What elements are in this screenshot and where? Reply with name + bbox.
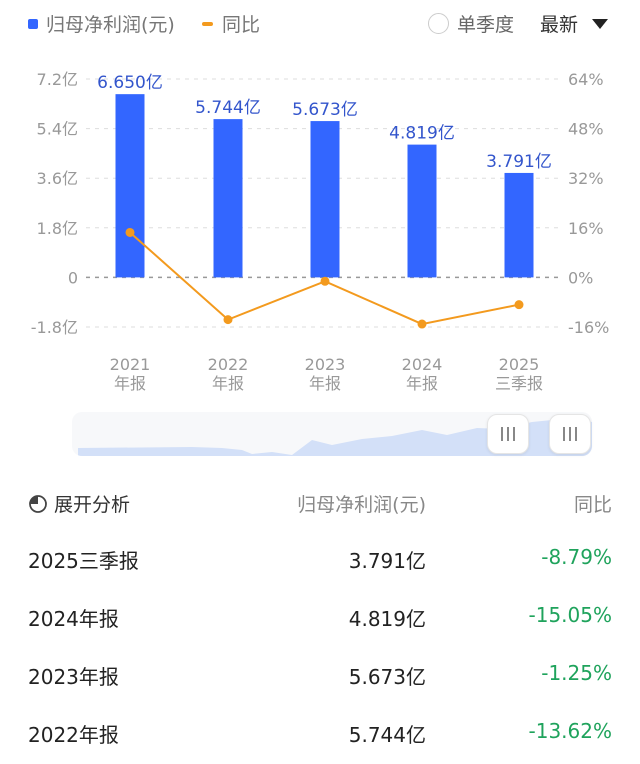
bar[interactable] xyxy=(115,94,145,278)
row-period: 2025三季报 xyxy=(28,549,139,573)
table-row[interactable]: 2022年报 5.744亿 -13.62% xyxy=(0,705,640,763)
x-axis-tick-period: 年报 xyxy=(114,374,146,393)
bar-value-label: 3.791亿 xyxy=(486,152,552,172)
bar-value-label: 6.650亿 xyxy=(97,73,163,93)
slider-left-handle[interactable] xyxy=(487,414,529,454)
bar-value-label: 4.819亿 xyxy=(389,124,455,144)
x-axis-tick-year: 2025 xyxy=(499,355,540,374)
x-axis-tick-period: 三季报 xyxy=(495,374,543,393)
bar-value-label: 5.744亿 xyxy=(195,98,261,118)
grip-icon xyxy=(563,427,577,441)
row-value: 3.791亿 xyxy=(348,549,426,573)
table-row[interactable]: 2024年报 4.819亿 -15.05% xyxy=(0,589,640,647)
yoy-point[interactable] xyxy=(223,315,233,325)
bar[interactable] xyxy=(407,144,437,278)
row-period: 2024年报 xyxy=(28,607,119,631)
table-header: 展开分析 归母净利润(元) 同比 xyxy=(0,486,640,522)
bar-swatch-icon xyxy=(28,18,38,29)
row-yoy: -15.05% xyxy=(528,603,612,627)
bar[interactable] xyxy=(504,172,534,278)
legend-yoy-label: 同比 xyxy=(222,14,261,36)
x-axis-tick-year: 2021 xyxy=(110,355,151,374)
period-dropdown[interactable]: 最新 xyxy=(540,10,609,37)
left-axis-tick: 0 xyxy=(68,268,78,287)
line-swatch-icon xyxy=(202,21,213,26)
column-header-yoy: 同比 xyxy=(573,494,612,516)
period-dropdown-value: 最新 xyxy=(540,14,579,36)
row-value: 4.819亿 xyxy=(348,607,426,631)
yoy-point[interactable] xyxy=(320,276,330,286)
row-yoy: -13.62% xyxy=(528,719,612,743)
x-axis-tick-period: 年报 xyxy=(309,374,341,393)
left-axis-tick: 7.2亿 xyxy=(37,70,78,89)
expand-analysis-button[interactable]: 展开分析 xyxy=(28,490,130,517)
single-quarter-toggle[interactable]: 单季度 xyxy=(428,10,514,37)
row-value: 5.744亿 xyxy=(348,723,426,747)
row-period: 2022年报 xyxy=(28,723,119,747)
pie-chart-icon xyxy=(29,494,47,513)
x-axis-tick-year: 2023 xyxy=(305,355,346,374)
chart-legend-bar: 归母净利润(元) 同比 单季度 最新 xyxy=(0,0,640,46)
bar[interactable] xyxy=(213,119,243,278)
legend-net-profit[interactable]: 归母净利润(元) xyxy=(28,10,175,37)
left-axis-tick: 5.4亿 xyxy=(37,120,78,139)
table-row[interactable]: 2023年报 5.673亿 -1.25% xyxy=(0,647,640,705)
table-row[interactable]: 2025三季报 3.791亿 -8.79% xyxy=(0,531,640,589)
radio-icon[interactable] xyxy=(428,13,449,34)
right-axis-tick: -16% xyxy=(568,318,609,337)
right-axis-tick: 32% xyxy=(568,169,604,188)
slider-right-handle[interactable] xyxy=(549,414,591,454)
left-axis-tick: -1.8亿 xyxy=(31,318,78,337)
yoy-point[interactable] xyxy=(417,319,427,329)
right-axis-tick: 0% xyxy=(568,268,593,287)
expand-analysis-label: 展开分析 xyxy=(54,494,131,516)
x-axis-tick-period: 年报 xyxy=(406,374,438,393)
yoy-point[interactable] xyxy=(514,300,524,310)
net-profit-chart: 7.2亿 64% 5.4亿 48% 3.6亿 32% 1.8亿 16% 0 0% -1.8亿 -16%… xyxy=(31,70,610,393)
left-axis-tick: 3.6亿 xyxy=(37,169,78,188)
x-axis-tick-period: 年报 xyxy=(212,374,244,393)
grip-icon xyxy=(501,427,515,441)
right-axis-tick: 16% xyxy=(568,219,604,238)
left-axis-tick: 1.8亿 xyxy=(37,219,78,238)
slider-preview-area xyxy=(78,418,592,456)
column-header-net-profit: 归母净利润(元) xyxy=(297,494,426,516)
x-axis-tick-year: 2022 xyxy=(208,355,249,374)
legend-net-profit-label: 归母净利润(元) xyxy=(46,14,175,36)
bar[interactable] xyxy=(310,121,340,278)
row-yoy: -1.25% xyxy=(541,661,612,685)
single-quarter-label: 单季度 xyxy=(457,14,515,36)
caret-down-icon xyxy=(592,18,609,29)
right-axis-tick: 64% xyxy=(568,70,604,89)
yoy-point[interactable] xyxy=(125,227,135,237)
legend-yoy[interactable]: 同比 xyxy=(202,10,260,37)
row-yoy: -8.79% xyxy=(541,545,612,569)
right-axis-tick: 48% xyxy=(568,120,604,139)
x-axis-tick-year: 2024 xyxy=(402,355,443,374)
bar-value-label: 5.673亿 xyxy=(292,100,358,120)
row-period: 2023年报 xyxy=(28,665,119,689)
row-value: 5.673亿 xyxy=(348,665,426,689)
